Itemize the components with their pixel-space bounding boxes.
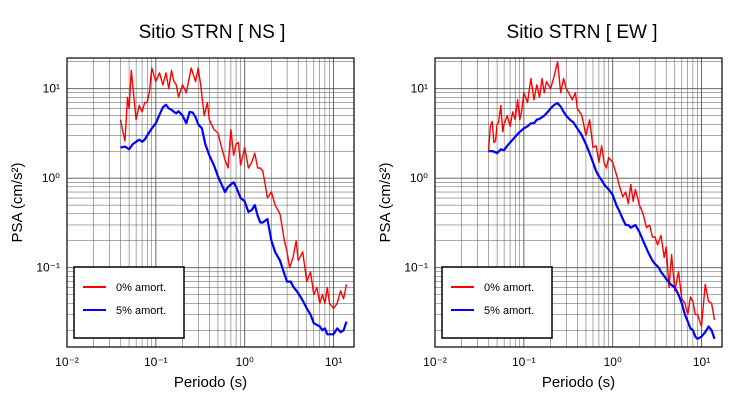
x-tick-labels: 10⁻² 10⁻¹ 10⁰ 10¹ <box>55 355 342 369</box>
x-tick-label: 10¹ <box>325 355 342 369</box>
grid <box>66 58 354 347</box>
y-tick-label: 10⁰ <box>410 171 428 185</box>
series-line-0 <box>119 67 348 310</box>
y-axis-label: PSA (cm/s²) <box>377 162 394 242</box>
chart-title: Sitio STRN [ NS ] <box>139 22 286 43</box>
x-tick-label: 10⁻² <box>423 355 447 369</box>
legend: 0% amort. 5% amort. <box>73 266 185 339</box>
chart-panel-ew: Sitio STRN [ EW ] 10⁻² 10⁻¹ 10⁰ 10¹ 10⁻¹ 10⁰… <box>377 22 723 391</box>
legend: 0% amort. 5% amort. <box>441 266 553 339</box>
plot-frame <box>434 57 723 348</box>
y-tick-label: 10¹ <box>43 82 60 96</box>
legend-label-1: 5% amort. <box>116 305 166 317</box>
chart-title: Sitio STRN [ EW ] <box>507 22 658 43</box>
legend-label-0: 0% amort. <box>484 282 534 294</box>
series-layer <box>487 61 716 340</box>
series-line-1 <box>488 102 716 340</box>
x-tick-label: 10¹ <box>693 355 710 369</box>
x-tick-label: 10⁻² <box>55 355 79 369</box>
y-tick-labels: 10⁻¹ 10⁰ 10¹ <box>36 82 60 275</box>
legend-label-1: 5% amort. <box>484 305 534 317</box>
legend-label-0: 0% amort. <box>116 282 166 294</box>
y-tick-label: 10⁰ <box>42 171 60 185</box>
y-tick-label: 10¹ <box>411 82 428 96</box>
x-tick-label: 10⁻¹ <box>144 355 168 369</box>
y-axis-label: PSA (cm/s²) <box>9 162 26 242</box>
chart-panel-ns: Sitio STRN [ NS ] 10⁻² 10⁻¹ 10⁰ 10¹ 10⁻¹ 10⁰… <box>9 22 355 391</box>
y-tick-label: 10⁻¹ <box>36 261 60 275</box>
x-axis-label: Periodo (s) <box>542 374 615 391</box>
x-tick-labels: 10⁻² 10⁻¹ 10⁰ 10¹ <box>423 355 710 369</box>
y-tick-label: 10⁻¹ <box>404 261 428 275</box>
x-tick-label: 10⁻¹ <box>512 355 536 369</box>
plot-frame <box>66 57 355 348</box>
y-tick-labels: 10⁻¹ 10⁰ 10¹ <box>404 82 428 275</box>
legend-frame <box>73 266 185 339</box>
series-line-1 <box>120 103 348 336</box>
x-axis-label: Periodo (s) <box>174 374 247 391</box>
x-tick-label: 10⁰ <box>604 355 622 369</box>
series-layer <box>119 67 348 336</box>
series-line-0 <box>487 61 716 328</box>
x-tick-label: 10⁰ <box>236 355 254 369</box>
legend-frame <box>441 266 553 339</box>
